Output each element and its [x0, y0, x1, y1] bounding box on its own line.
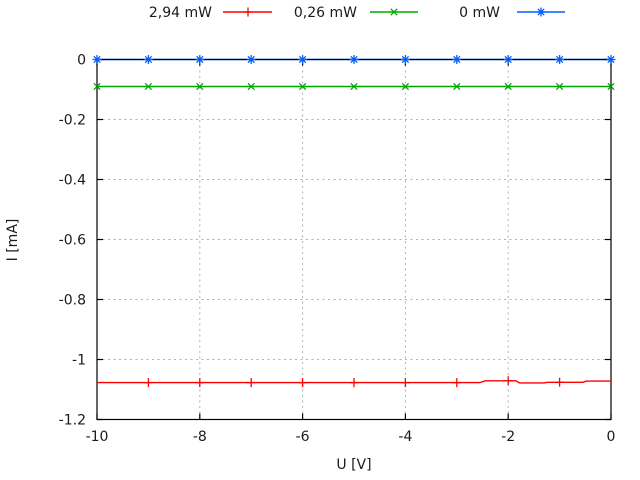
marker-cross-0-26-mW — [196, 82, 204, 91]
y-tick-label: -1.2 — [59, 413, 86, 429]
marker-cross-0-26-mW — [504, 82, 512, 91]
marker-plus-2-94-mW — [452, 378, 462, 388]
marker-plus-2-94-mW — [555, 377, 565, 387]
marker-cross-0-26-mW — [401, 82, 410, 91]
legend: 2,94 mW 0,26 mW 0 mW — [149, 5, 565, 21]
marker-plus-2-94-mW — [349, 378, 359, 388]
marker-cross-0-26-mW — [607, 82, 615, 91]
y-tick-label: -0.2 — [59, 113, 86, 129]
legend-label-0-26mW: 0,26 mW — [294, 5, 357, 21]
marker-cross-0-26-mW — [144, 82, 153, 91]
marker-asterisk-0-mW — [400, 55, 410, 64]
y-tick-label: -0.4 — [59, 173, 86, 189]
marker-cross-0-26-mW — [298, 82, 307, 91]
marker-cross-0-26-mW — [247, 82, 255, 91]
legend-marker-asterisk — [536, 7, 546, 17]
marker-asterisk-0-mW — [92, 55, 102, 64]
marker-asterisk-0-mW — [606, 55, 616, 64]
x-axis-title: U [V] — [336, 457, 371, 473]
y-tick-label: 0 — [77, 53, 86, 69]
marker-cross-0-26-mW — [93, 82, 101, 91]
marker-asterisk-0-mW — [503, 55, 513, 64]
series-line-2-94-mW — [97, 380, 611, 384]
marker-cross-0-26-mW — [555, 82, 564, 91]
tick-label-layer: -10 -8 -6 -4 -2 0 0 -0.2 -0.4 -0.6 -0.8 -1 -1.2 — [59, 53, 616, 446]
marker-asterisk-0-mW — [195, 55, 205, 64]
marker-plus-2-94-mW — [400, 378, 410, 388]
marker-layer — [92, 55, 616, 388]
legend-marker-plus — [243, 7, 253, 17]
marker-asterisk-0-mW — [246, 55, 256, 64]
marker-plus-2-94-mW — [195, 378, 205, 388]
y-tick-label: -0.6 — [59, 233, 86, 249]
legend-label-0mW: 0 mW — [459, 5, 500, 21]
legend-marker-cross — [390, 8, 398, 16]
y-axis-title: I [mA] — [5, 219, 21, 262]
marker-plus-2-94-mW — [246, 378, 256, 388]
series-layer — [97, 85, 611, 384]
x-tick-label: -2 — [501, 429, 515, 445]
marker-asterisk-0-mW — [143, 55, 153, 64]
grid-layer — [97, 59, 611, 420]
y-tick-label: -1 — [72, 353, 86, 369]
legend-marker-layer — [243, 7, 546, 17]
marker-asterisk-0-mW — [555, 55, 565, 64]
legend-label-2-94mW: 2,94 mW — [149, 5, 212, 21]
y-tick-label: -0.8 — [59, 293, 86, 309]
x-tick-label: -10 — [86, 429, 109, 445]
marker-plus-2-94-mW — [298, 378, 308, 388]
marker-plus-2-94-mW — [143, 378, 153, 388]
marker-plus-2-94-mW — [503, 376, 513, 386]
x-tick-label: -4 — [398, 429, 412, 445]
marker-asterisk-0-mW — [298, 55, 308, 64]
marker-cross-0-26-mW — [350, 82, 358, 91]
marker-asterisk-0-mW — [349, 55, 359, 64]
x-tick-label: 0 — [607, 429, 616, 445]
x-tick-label: -8 — [193, 429, 207, 445]
marker-cross-0-26-mW — [453, 82, 461, 91]
marker-asterisk-0-mW — [452, 55, 462, 64]
x-tick-label: -6 — [296, 429, 310, 445]
